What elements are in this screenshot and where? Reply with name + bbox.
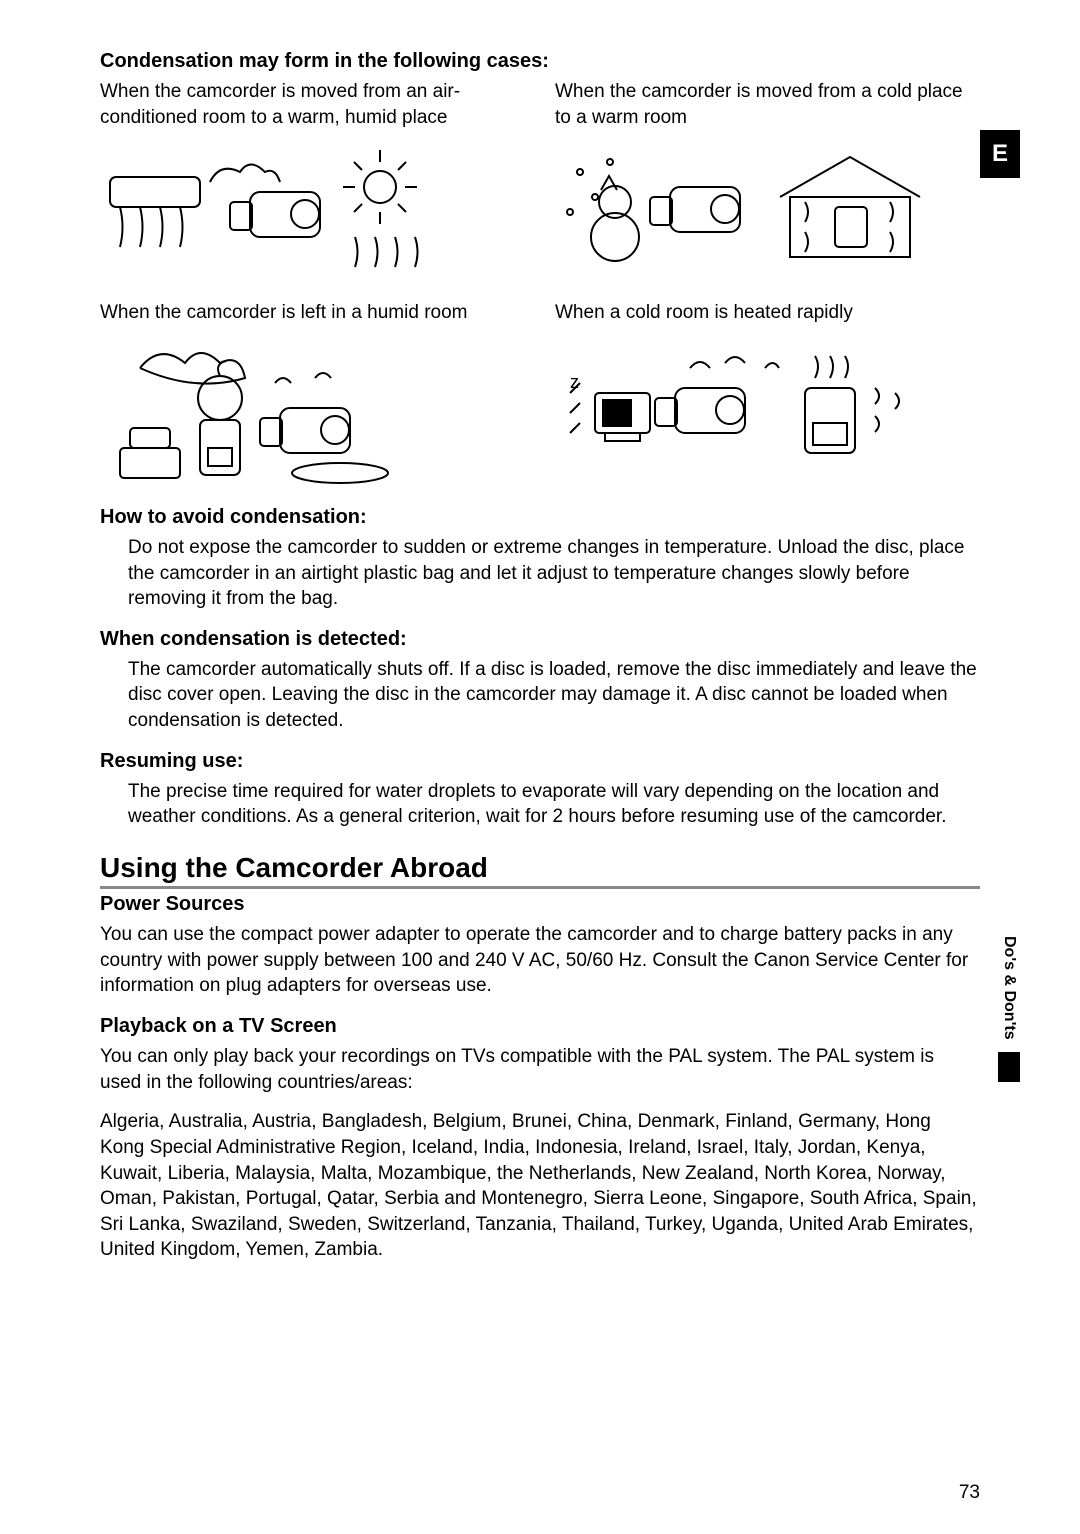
avoid-body: Do not expose the camcorder to sudden or… xyxy=(100,535,980,612)
power-body: You can use the compact power adapter to… xyxy=(100,922,980,999)
resume-heading: Resuming use: xyxy=(100,750,980,773)
case-1-text: When the camcorder is moved from an air-… xyxy=(100,79,525,130)
page-number: 73 xyxy=(959,1482,980,1504)
power-heading: Power Sources xyxy=(100,893,980,916)
svg-text:z: z xyxy=(570,372,579,392)
resume-body: The precise time required for water drop… xyxy=(100,779,980,830)
illustration-ac-to-humid xyxy=(100,142,525,282)
abroad-heading: Using the Camcorder Abroad xyxy=(100,852,980,889)
playback-heading: Playback on a TV Screen xyxy=(100,1015,980,1038)
illustration-cold-to-warm xyxy=(555,142,980,282)
case-4-text: When a cold room is heated rapidly xyxy=(555,300,980,326)
playback-body: You can only play back your recordings o… xyxy=(100,1044,980,1095)
condensation-cases-heading: Condensation may form in the following c… xyxy=(100,50,980,73)
illustration-heated-room: z xyxy=(555,338,980,488)
illustration-humid-room xyxy=(100,338,525,488)
countries-list: Algeria, Australia, Austria, Bangladesh,… xyxy=(100,1109,980,1263)
avoid-heading: How to avoid condensation: xyxy=(100,506,980,529)
detected-body: The camcorder automatically shuts off. I… xyxy=(100,657,980,734)
case-3-text: When the camcorder is left in a humid ro… xyxy=(100,300,525,326)
case-2-text: When the camcorder is moved from a cold … xyxy=(555,79,980,130)
detected-heading: When condensation is detected: xyxy=(100,628,980,651)
